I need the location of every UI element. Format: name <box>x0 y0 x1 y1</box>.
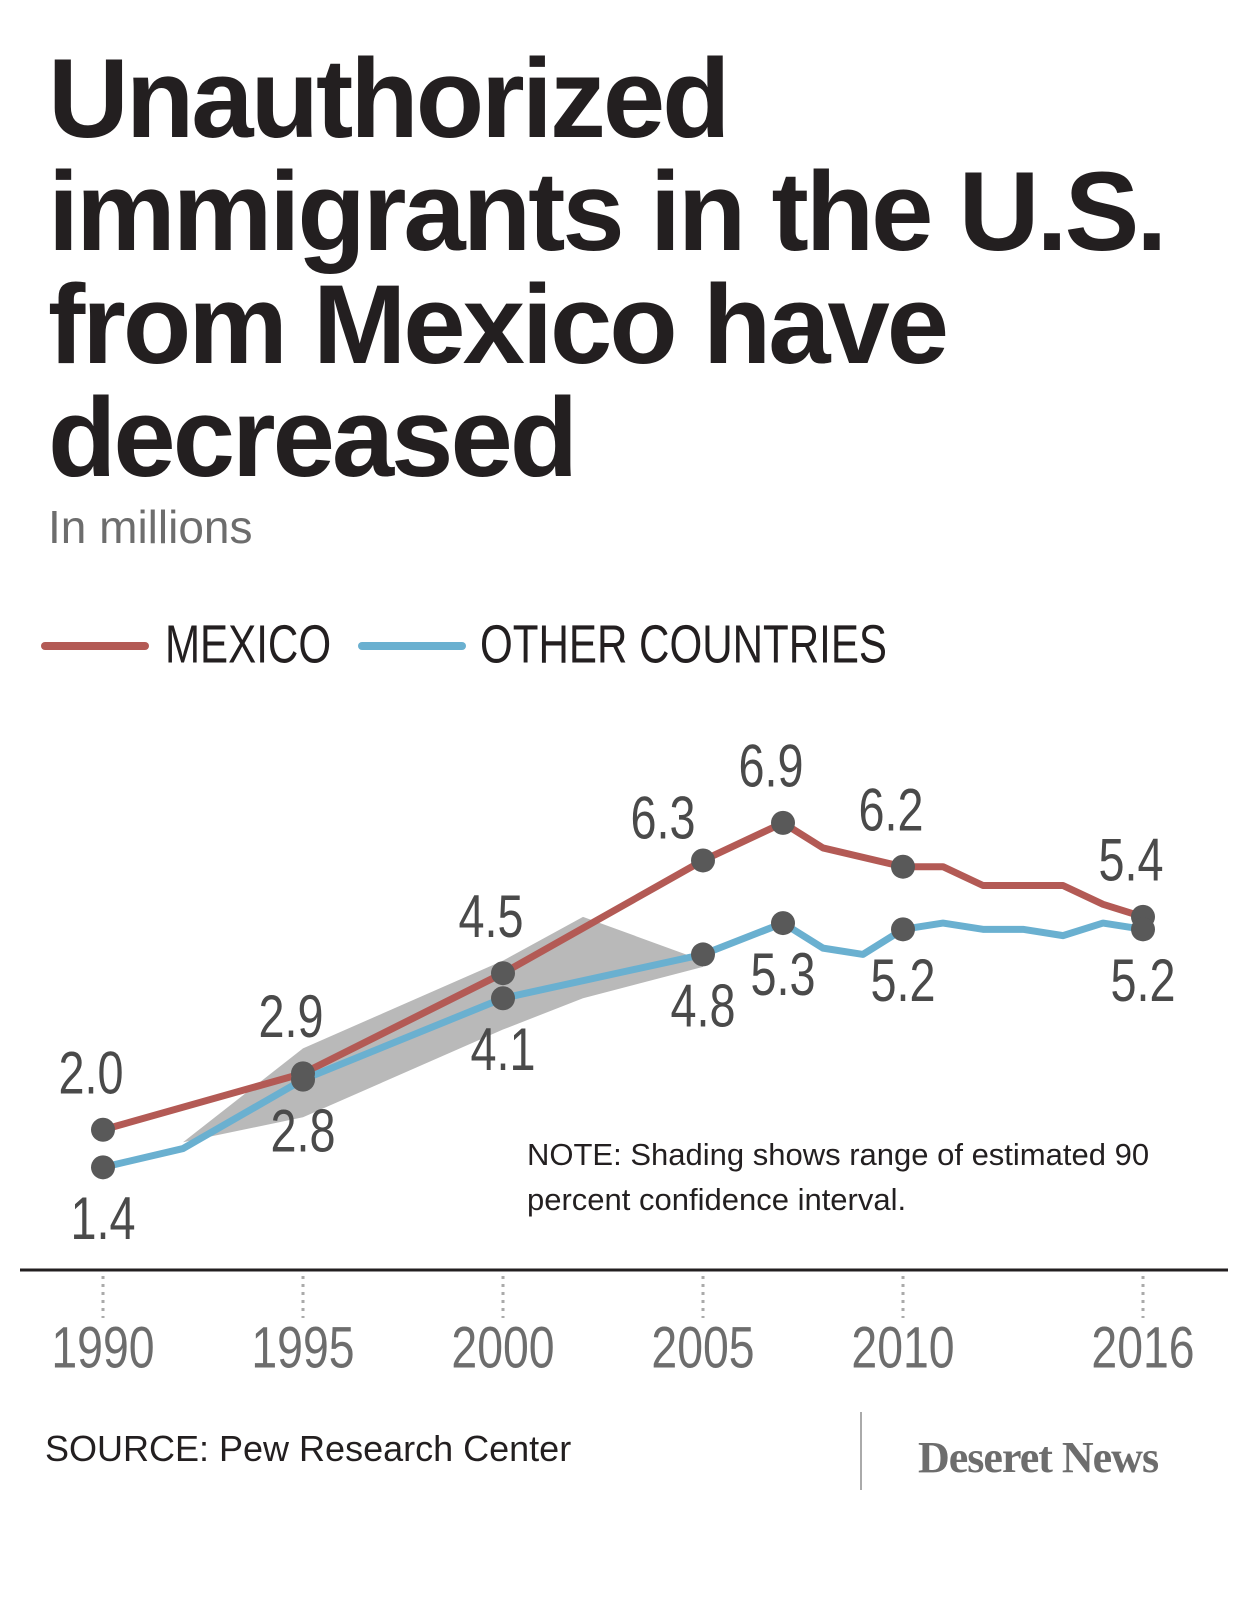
legend-label: MEXICO <box>165 614 331 674</box>
data-label: 6.9 <box>738 733 803 800</box>
data-point <box>291 1067 315 1092</box>
x-tick-label: 2000 <box>451 1315 554 1380</box>
x-tick-label: 2010 <box>851 1315 954 1380</box>
chart-title: Unauthorized immigrants in the U.S. from… <box>48 36 1167 500</box>
data-label: 5.2 <box>1110 948 1175 1015</box>
logo: Deseret News <box>918 1433 1159 1482</box>
data-label: 2.8 <box>270 1098 335 1165</box>
data-label: 4.8 <box>670 973 735 1040</box>
data-label: 2.0 <box>58 1040 123 1107</box>
legend-label: OTHER COUNTRIES <box>480 614 887 674</box>
data-label: 5.2 <box>870 948 935 1015</box>
data-point <box>771 911 795 936</box>
data-point <box>691 942 715 967</box>
data-label: 5.3 <box>750 941 815 1008</box>
source: SOURCE: Pew Research Center <box>45 1428 572 1469</box>
data-label: 6.3 <box>630 785 695 852</box>
chart-subtitle: In millions <box>48 501 253 553</box>
note: NOTE: Shading shows range of estimated 9… <box>527 1137 1150 1217</box>
data-label: 2.9 <box>258 984 323 1051</box>
data-label: 4.5 <box>458 884 523 951</box>
data-label: 5.4 <box>1098 827 1163 894</box>
x-tick-label: 1995 <box>251 1315 354 1380</box>
data-point <box>771 810 795 835</box>
series-line <box>102 819 1145 1134</box>
data-label: 4.1 <box>470 1017 535 1084</box>
data-point <box>491 986 515 1011</box>
data-point <box>891 917 915 942</box>
x-tick-label: 2016 <box>1091 1315 1194 1380</box>
data-point <box>891 854 915 879</box>
data-point <box>691 848 715 873</box>
data-point <box>491 961 515 986</box>
data-point <box>91 1155 115 1180</box>
data-point <box>1131 917 1155 942</box>
data-label: 6.2 <box>858 777 923 844</box>
data-label: 1.4 <box>70 1186 135 1253</box>
x-tick-label: 1990 <box>51 1315 154 1380</box>
x-tick-label: 2005 <box>651 1315 754 1380</box>
series-line <box>102 919 1144 1171</box>
data-point <box>91 1117 115 1142</box>
